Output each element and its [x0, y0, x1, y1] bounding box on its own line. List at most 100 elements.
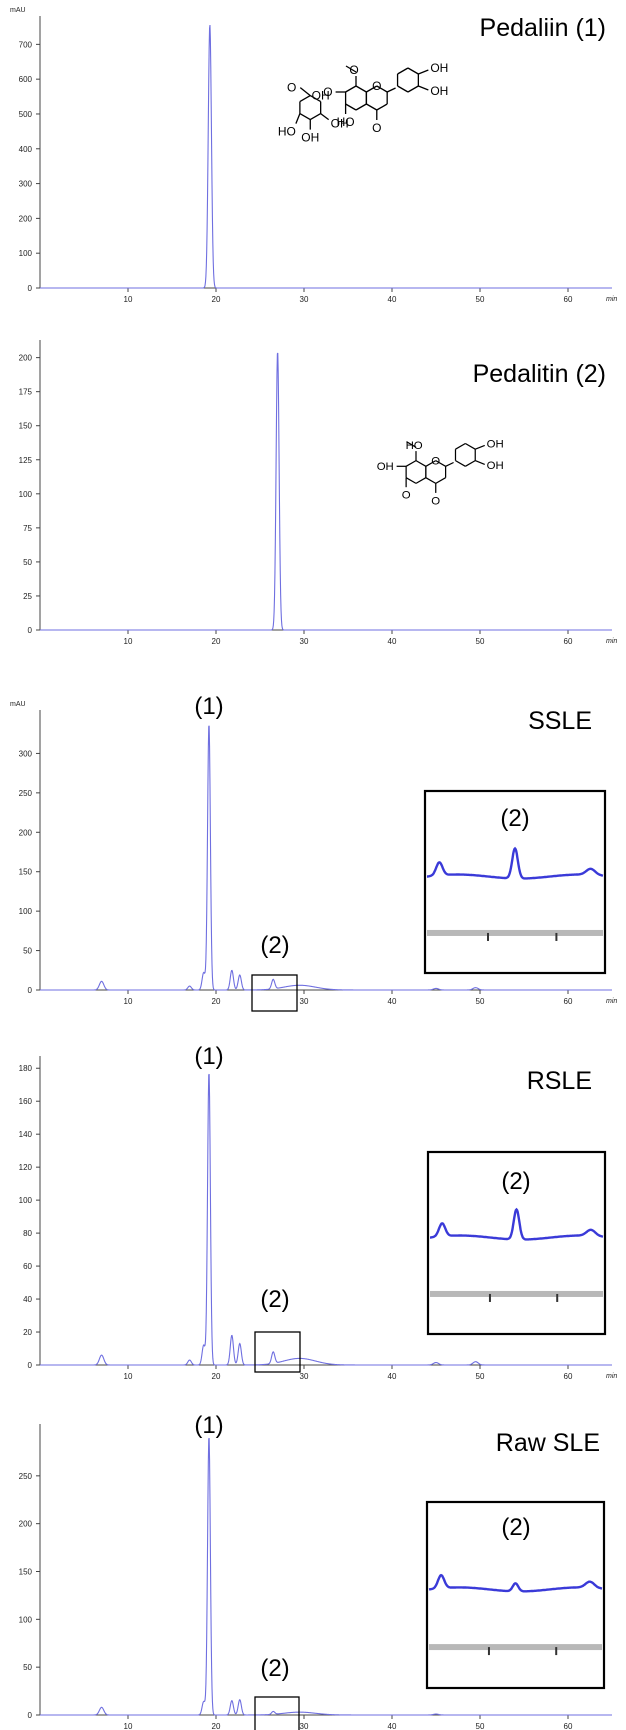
y-unit-label: mAU — [10, 7, 26, 14]
y-tick-label: 175 — [19, 388, 33, 397]
x-tick-label: 40 — [388, 997, 397, 1006]
y-tick-label: 600 — [19, 75, 33, 84]
x-tick-label: 40 — [388, 295, 397, 304]
peak-label: (1) — [194, 1043, 223, 1070]
zoom-region-box — [254, 1331, 301, 1373]
x-tick-label: 30 — [300, 1372, 309, 1381]
peak-label: (2) — [260, 1286, 289, 1313]
bond — [309, 113, 321, 121]
atom-label: O — [431, 495, 440, 507]
chromatogram-trace — [40, 352, 612, 631]
x-tick-label: 50 — [476, 1722, 485, 1730]
bond — [345, 103, 357, 111]
bond — [455, 442, 466, 450]
bond — [455, 460, 466, 467]
x-unit-label: min — [606, 296, 617, 303]
bond — [345, 85, 357, 93]
chromatogram-trace — [40, 1437, 612, 1716]
x-tick-label: 60 — [564, 637, 573, 646]
y-tick-label: 100 — [19, 1615, 33, 1624]
panel-title: RSLE — [527, 1067, 592, 1095]
y-tick-label: 0 — [28, 284, 33, 293]
y-tick-label: 75 — [23, 524, 32, 533]
atom-label: O — [349, 63, 358, 77]
bond — [397, 67, 409, 75]
bond — [418, 85, 429, 91]
y-tick-label: 500 — [19, 110, 33, 119]
zoom-region-box — [254, 1696, 300, 1730]
bond — [386, 87, 396, 93]
x-tick-label: 20 — [212, 295, 221, 304]
inset-trace — [427, 846, 604, 880]
y-tick-label: 25 — [23, 592, 32, 601]
atom-label: OH — [430, 61, 448, 75]
x-tick-label: 40 — [388, 1372, 397, 1381]
bond — [405, 460, 417, 467]
atom-label: O — [431, 455, 440, 467]
atom-label: OH — [487, 438, 504, 450]
x-tick-label: 10 — [124, 295, 133, 304]
y-tick-label: 300 — [19, 749, 33, 758]
x-tick-label: 30 — [300, 637, 309, 646]
x-tick-label: 10 — [124, 997, 133, 1006]
atom-label: O — [287, 81, 296, 95]
panel-title: Pedalitin (2) — [473, 360, 606, 388]
y-tick-label: 250 — [19, 789, 33, 798]
peak-label: (1) — [194, 693, 223, 720]
bond — [299, 87, 311, 97]
y-tick-label: 100 — [19, 907, 33, 916]
bond — [295, 113, 301, 124]
inset-peak-label: (2) — [500, 805, 529, 832]
y-tick-label: 125 — [19, 456, 33, 465]
atom-label: OH — [430, 84, 448, 98]
y-tick-label: 150 — [19, 868, 33, 877]
y-tick-label: 60 — [23, 1262, 32, 1271]
x-tick-label: 40 — [388, 637, 397, 646]
panel-title: Raw SLE — [496, 1429, 600, 1457]
y-tick-label: 200 — [19, 1520, 33, 1529]
inset-peak-label: (2) — [501, 1168, 530, 1195]
bond — [465, 460, 476, 467]
x-tick-label: 20 — [212, 1372, 221, 1381]
y-tick-label: 80 — [23, 1229, 32, 1238]
bond — [415, 477, 427, 484]
bond — [465, 442, 476, 450]
y-unit-label: mAU — [10, 701, 26, 708]
inset-trace — [430, 1207, 604, 1241]
x-tick-label: 50 — [476, 637, 485, 646]
x-tick-label: 50 — [476, 1372, 485, 1381]
atom-label: OH — [377, 461, 394, 473]
bond — [397, 85, 409, 93]
bond — [320, 113, 330, 121]
chart-panel-1: mAU min 0 100 200 300 400 500 600 700 10 20 30 40 50 60… — [10, 7, 617, 304]
y-tick-label: 180 — [19, 1064, 33, 1073]
bond — [355, 103, 367, 111]
peak-label: (1) — [194, 1412, 223, 1439]
panel-title: Pedaliin (1) — [480, 14, 606, 42]
bond — [425, 460, 437, 467]
panel-title: SSLE — [528, 707, 592, 735]
x-unit-label: min — [606, 1373, 617, 1380]
y-tick-label: 150 — [19, 1568, 33, 1577]
bond — [366, 103, 378, 111]
x-unit-label: min — [606, 638, 617, 645]
bond — [415, 460, 427, 467]
chromatogram-trace — [40, 725, 612, 991]
chart-panel-4: min 0 20 40 60 80 100 120 140 160 180 10 20 30 40 50 60 R… — [19, 1043, 618, 1381]
y-tick-label: 250 — [19, 1472, 33, 1481]
y-tick-label: 120 — [19, 1163, 33, 1172]
bond — [299, 95, 311, 103]
y-tick-label: 0 — [28, 626, 33, 635]
chart-panel-2: min 0 25 50 75 100 125 150 175 200 10 20 30 40 50 60 Ped… — [19, 340, 617, 646]
inset-frame — [426, 1150, 607, 1336]
atom-label: OH — [331, 117, 349, 131]
bond — [299, 113, 311, 121]
bond — [435, 460, 446, 467]
x-tick-label: 40 — [388, 1722, 397, 1730]
y-tick-label: 200 — [19, 828, 33, 837]
peak-label: (2) — [260, 1655, 289, 1682]
bond — [407, 85, 419, 93]
atom-label: OH — [487, 460, 504, 472]
